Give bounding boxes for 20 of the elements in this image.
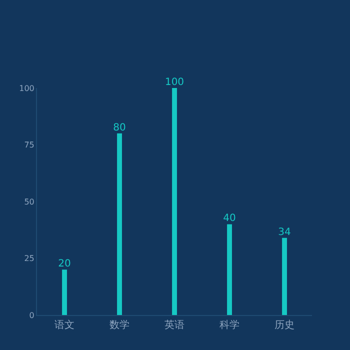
bar [117,133,122,315]
bar [227,224,232,315]
bar [282,238,287,315]
data-label: 40 [223,213,236,224]
y-tick-label: 75 [24,140,34,150]
y-tick-label: 25 [24,254,34,264]
y-tick-label: 50 [24,197,34,206]
x-tick-label: 数学 [110,319,130,331]
data-label: 20 [58,258,71,270]
bar [172,88,177,315]
y-tick-label: 100 [19,84,34,93]
y-tick-label: 0 [29,310,34,320]
x-tick-label: 语文 [54,319,74,331]
data-label: 34 [278,226,291,238]
x-tick-label: 科学 [220,319,240,331]
bar [62,270,67,315]
data-label: 80 [113,122,126,134]
data-label: 100 [164,77,184,88]
x-tick-label: 历史 [274,319,294,331]
x-tick-label: 英语 [164,319,184,331]
